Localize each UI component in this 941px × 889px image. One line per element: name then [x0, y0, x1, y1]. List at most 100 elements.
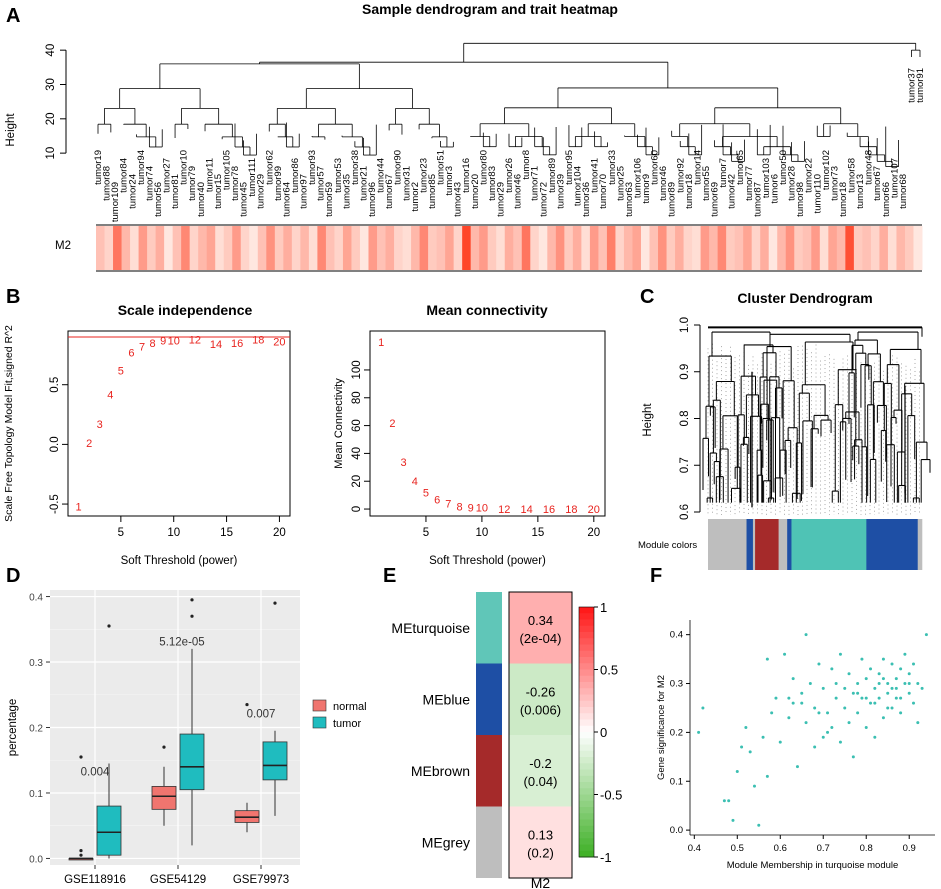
panel-b2-point-label: 7: [445, 498, 451, 510]
panel-f-point: [843, 686, 847, 690]
panel-a-heatmap-cell: [206, 226, 216, 270]
panel-b2-x-tick-label: 15: [531, 527, 544, 539]
panel-a-sample-label: tumor18: [684, 174, 695, 209]
panel-b1-y-axis-label: Scale Free Topology Model Fit,signed R^2: [3, 325, 15, 522]
panel-f-point: [787, 716, 791, 720]
panel-b2-x-axis-label: Soft Threshold (power): [429, 555, 546, 567]
panel-f-point: [783, 652, 787, 656]
panel-a-heatmap-cell: [368, 226, 378, 270]
panel-a-sample-label: tumor67: [384, 174, 395, 209]
panel-f-point: [800, 691, 804, 695]
panel-b2-point-label: 16: [543, 504, 555, 516]
panel-f-point: [916, 682, 920, 686]
panel-e-heatmap-cell: [509, 592, 572, 664]
panel-a-heatmap-cell: [419, 226, 429, 270]
panel-f-y-tick-label: 0.4: [670, 630, 683, 641]
panel-a-heatmap-cell: [683, 226, 693, 270]
panel-a-sample-label: tumor71: [530, 166, 541, 201]
panel-a-heatmap-label: M2: [55, 240, 71, 252]
panel-e-row-label: MEgrey: [422, 834, 470, 850]
panel-a-sample-label: tumor95: [564, 150, 575, 185]
panel-b1-point-label: 20: [273, 337, 285, 349]
panel-a-sample-label: tumor106: [632, 158, 643, 198]
panel-e-colorbar-step: [579, 757, 594, 764]
panel-a-heatmap-cell: [904, 226, 914, 270]
panel-a-sample-label: tumor97: [299, 174, 310, 209]
panel-c-y-tick-label: 0.9: [679, 364, 691, 380]
panel-a-sample-label: tumor23: [418, 158, 429, 193]
panel-label-d: D: [6, 565, 20, 587]
panel-f-point: [856, 711, 860, 715]
panel-f-point: [881, 716, 885, 720]
panel-label-e: E: [383, 565, 396, 587]
panel-a-sample-label: tumor43: [453, 182, 464, 217]
panel-a-y-tick-label: 30: [45, 78, 57, 91]
panel-d-pvalue: 0.007: [247, 709, 276, 721]
panel-f-x-tick-label: 0.6: [774, 843, 787, 854]
panel-a-sample-label: tumor90: [393, 150, 404, 185]
panel-f-x-tick-label: 0.7: [817, 843, 830, 854]
panel-f-point: [899, 667, 903, 671]
panel-a-sample-label: tumor111: [247, 158, 258, 197]
panel-f-point: [877, 682, 881, 686]
panel-f-point: [765, 657, 769, 661]
panel-a-sample-label: tumor80: [478, 150, 489, 185]
panel-f-point: [869, 701, 873, 705]
panel-b1-x-tick-label: 10: [167, 527, 180, 539]
panel-a-sample-label: tumor14: [692, 150, 703, 185]
panel-a-heatmap-cell: [351, 226, 361, 270]
panel-a-sample-label: tumor93: [307, 150, 318, 185]
panel-f-point: [894, 696, 898, 700]
panel-e-cell-pvalue: (0.2): [527, 845, 554, 860]
panel-a-sample-label: tumor38: [350, 150, 361, 185]
panel-b2-point-label: 1: [378, 337, 384, 349]
panel-a-sample-label: tumor11: [204, 158, 215, 192]
panel-a-sample-label: tumor33: [607, 150, 618, 185]
panel-f-point: [821, 686, 825, 690]
panel-e-colorbar-step: [579, 638, 594, 645]
panel-f-x-tick-label: 0.5: [731, 843, 744, 854]
panel-c-module-color-band: [791, 519, 867, 570]
panel-a-heatmap-cell: [726, 226, 736, 270]
panel-a-heatmap-cell: [675, 226, 685, 270]
panel-a-heatmap-cell: [658, 226, 668, 270]
panel-a-heatmap-cell: [700, 226, 710, 270]
panel-b1-y-tick-label: 0.0: [49, 436, 61, 452]
panel-a-sample-label: tumor104: [573, 166, 584, 206]
panel-f-point: [834, 696, 838, 700]
panel-c-module-label: Module colors: [638, 540, 697, 551]
panel-c-module-color-band: [787, 519, 792, 570]
panel-a-sample-label: tumor13: [855, 174, 866, 209]
panel-f-point: [838, 652, 842, 656]
panel-b2-point-label: 10: [476, 503, 488, 515]
panel-f-point: [912, 662, 916, 666]
panel-a-heatmap-cell: [606, 226, 616, 270]
panel-f-point: [740, 745, 744, 749]
panel-a-sample-label: tumor50: [778, 150, 789, 185]
panel-f-point: [851, 755, 855, 759]
panel-a-heatmap-cell: [257, 226, 267, 270]
panel-e-colorbar-step: [579, 682, 594, 689]
panel-f-point: [894, 677, 898, 681]
panel-f-point: [830, 667, 834, 671]
panel-a-sample-label: tumor67: [872, 166, 883, 201]
panel-a-heatmap-cell: [785, 226, 795, 270]
panel-a-heatmap-cell: [266, 226, 276, 270]
panel-a-sample-label: tumor55: [701, 166, 712, 201]
panel-f-point: [804, 721, 808, 725]
panel-f-point: [791, 701, 795, 705]
panel-a-heatmap-cell: [113, 226, 123, 270]
panel-f-point: [924, 633, 928, 637]
panel-d-boxplot: D 0.0 0.1 0.2 0.3 0.4 percentage GSE118916 GSE5…: [6, 565, 367, 886]
panel-d-outlier: [190, 614, 194, 618]
panel-a-sample-label: tumor110: [812, 174, 823, 213]
panel-a-sample-label: tumor27: [162, 158, 173, 193]
panel-a-heatmap-cell: [130, 226, 140, 270]
panel-d-x-tick-label: GSE118916: [64, 874, 126, 886]
panel-b1-point-label: 10: [168, 336, 180, 348]
panel-f-point: [881, 657, 885, 661]
panel-a-heatmap-cell: [802, 226, 812, 270]
panel-e-colorbar-step: [579, 625, 594, 633]
panel-a-sample-label: tumor64: [281, 182, 292, 217]
panel-f-point: [907, 682, 911, 686]
